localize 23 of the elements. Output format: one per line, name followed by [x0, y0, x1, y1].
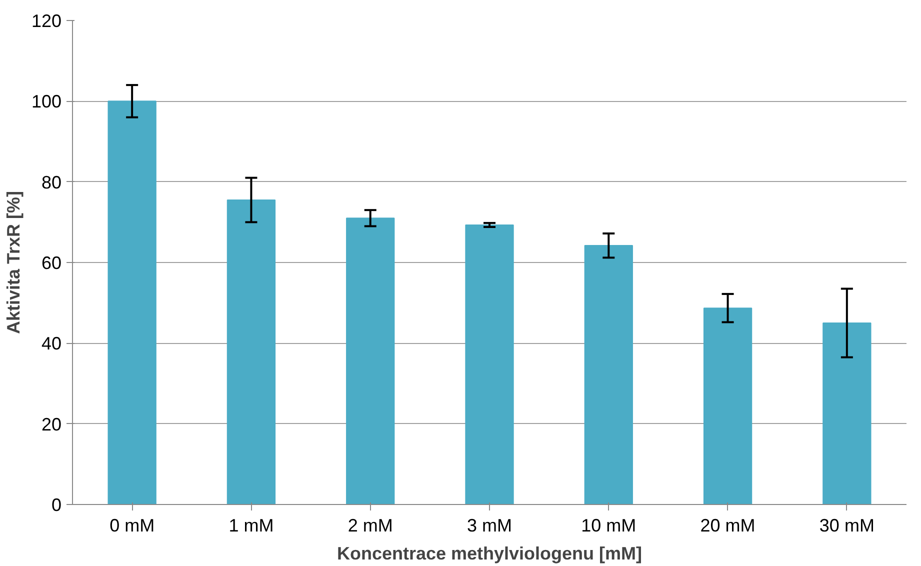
x-axis-title: Koncentrace methylviologenu [mM] [336, 544, 642, 564]
y-tick-label: 80 [41, 172, 62, 192]
y-tick-label: 0 [51, 495, 62, 515]
x-tick-label: 10 mM [581, 516, 636, 536]
bar [226, 199, 276, 504]
x-tick-label: 30 mM [819, 516, 874, 536]
x-tick-label: 3 mM [467, 516, 512, 536]
x-tick-label: 1 mM [228, 516, 274, 536]
x-tick-label: 0 mM [110, 516, 155, 536]
bar [108, 100, 156, 504]
bar [703, 308, 752, 504]
bar [465, 224, 514, 504]
y-tick-label: 40 [41, 334, 62, 354]
bar [584, 245, 633, 504]
y-tick-label: 20 [41, 414, 62, 434]
y-axis-title: Aktivita TrxR [%] [3, 190, 24, 334]
bar [822, 322, 872, 504]
bar [346, 218, 395, 504]
y-tick-label: 100 [31, 92, 62, 112]
y-tick-label: 120 [31, 11, 62, 31]
x-tick-label: 2 mM [348, 516, 393, 536]
x-tick-label: 20 mM [700, 516, 756, 536]
y-tick-label: 60 [41, 253, 62, 273]
